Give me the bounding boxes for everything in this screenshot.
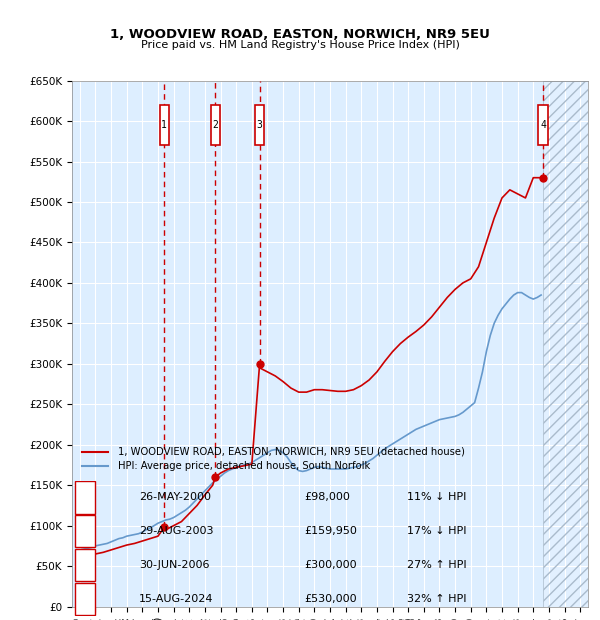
FancyBboxPatch shape <box>74 549 95 581</box>
Text: 11% ↓ HPI: 11% ↓ HPI <box>407 492 467 502</box>
Text: £300,000: £300,000 <box>304 560 357 570</box>
FancyBboxPatch shape <box>160 105 169 145</box>
Text: £530,000: £530,000 <box>304 594 357 604</box>
Text: 3: 3 <box>257 120 263 130</box>
Text: 1: 1 <box>161 120 167 130</box>
Text: 1: 1 <box>82 492 88 502</box>
Text: 15-AUG-2024: 15-AUG-2024 <box>139 594 214 604</box>
FancyBboxPatch shape <box>74 481 95 513</box>
Text: 4: 4 <box>82 594 88 604</box>
Text: £98,000: £98,000 <box>304 492 350 502</box>
Text: 4: 4 <box>540 120 546 130</box>
Text: 17% ↓ HPI: 17% ↓ HPI <box>407 526 467 536</box>
Text: 1, WOODVIEW ROAD, EASTON, NORWICH, NR9 5EU (detached house): 1, WOODVIEW ROAD, EASTON, NORWICH, NR9 5… <box>118 447 466 457</box>
FancyBboxPatch shape <box>211 105 220 145</box>
Text: 32% ↑ HPI: 32% ↑ HPI <box>407 594 467 604</box>
FancyBboxPatch shape <box>74 515 95 547</box>
Text: £159,950: £159,950 <box>304 526 357 536</box>
Bar <box>543 81 588 606</box>
Text: 30-JUN-2006: 30-JUN-2006 <box>139 560 209 570</box>
Text: 2: 2 <box>212 120 218 130</box>
Text: 2: 2 <box>82 526 88 536</box>
Text: 26-MAY-2000: 26-MAY-2000 <box>139 492 211 502</box>
Text: Price paid vs. HM Land Registry's House Price Index (HPI): Price paid vs. HM Land Registry's House … <box>140 40 460 50</box>
Text: HPI: Average price, detached house, South Norfolk: HPI: Average price, detached house, Sout… <box>118 461 371 471</box>
FancyBboxPatch shape <box>255 105 265 145</box>
Text: 1, WOODVIEW ROAD, EASTON, NORWICH, NR9 5EU: 1, WOODVIEW ROAD, EASTON, NORWICH, NR9 5… <box>110 28 490 41</box>
FancyBboxPatch shape <box>538 105 548 145</box>
Text: Contains HM Land Registry data © Crown copyright and database right 2024.: Contains HM Land Registry data © Crown c… <box>72 619 424 620</box>
FancyBboxPatch shape <box>74 583 95 615</box>
Text: 27% ↑ HPI: 27% ↑ HPI <box>407 560 467 570</box>
Text: 29-AUG-2003: 29-AUG-2003 <box>139 526 214 536</box>
Text: 3: 3 <box>82 560 88 570</box>
